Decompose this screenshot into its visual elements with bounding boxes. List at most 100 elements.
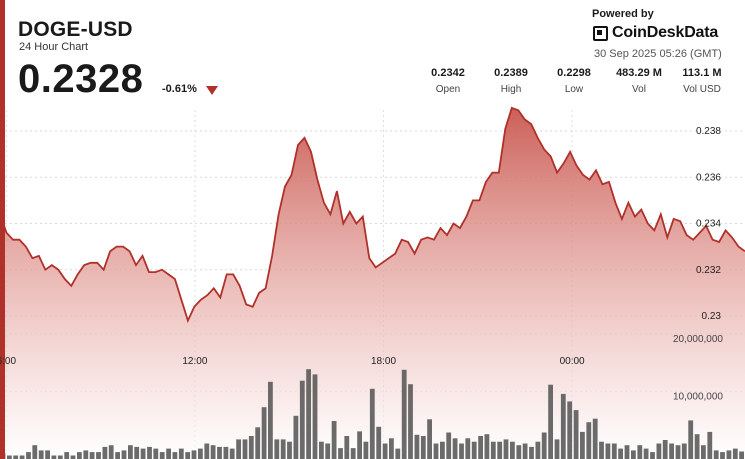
volume-tick-label: 20,000,000 [673,334,723,345]
stat-label: Vol USD [683,84,721,95]
volume-bar [599,441,604,459]
volume-bar [51,455,57,459]
volume-bar [128,445,133,459]
volume-bar [77,452,82,459]
down-arrow-icon [206,86,218,95]
volume-bar [198,448,203,459]
stat-value: 0.2389 [494,67,528,79]
y-tick-label: 0.23 [702,311,722,322]
volume-bar [325,443,331,459]
volume-bar [185,452,191,459]
volume-bar [675,445,681,459]
volume-bar [427,419,432,459]
x-tick-label: 12:00 [182,356,207,367]
volume-bar [338,448,343,459]
volume-bar [350,448,356,459]
volume-bar [707,431,713,459]
volume-bar [319,441,324,459]
volume-bar [178,448,184,459]
stat-vol: 483.29 M Vol [607,67,671,95]
volume-bar [720,452,725,459]
volume-bar [618,448,623,459]
volume-bar [478,436,483,459]
volume-bar [32,445,38,459]
volume-bar [45,450,50,459]
y-tick-label: 0.234 [696,219,721,230]
volume-bar [395,448,401,459]
volume-bar [147,446,152,459]
volume-bar [64,452,70,459]
volume-bar [299,380,305,459]
stat-label: Low [564,84,584,95]
volume-bar [662,440,668,459]
stat-value: 0.2342 [431,67,465,79]
volume-bar [694,434,700,459]
volume-bar [490,441,496,459]
volume-bar [631,450,636,459]
volume-bar [497,441,503,459]
volume-bar [414,434,420,459]
volume-bar [401,369,407,459]
price-change: -0.61% [162,83,197,95]
chart-subtitle: 24 Hour Chart [19,41,89,53]
stat-low: 0.2298 Low [542,67,606,95]
volume-bar [229,448,235,459]
stat-value: 483.29 M [616,67,662,79]
volume-bar [471,441,477,459]
volume-bar [732,448,738,459]
volume-bar [210,445,216,459]
x-tick-label: 00:00 [560,356,585,367]
stat-value: 113.1 M [682,67,722,79]
volume-bar [739,451,744,459]
volume-bar [115,452,120,459]
volume-bar [13,455,19,459]
volume-bar [89,452,95,459]
timestamp: 30 Sep 2025 05:26 (GMT) [594,48,722,60]
volume-bar [516,445,522,459]
volume-bar [586,422,592,459]
volume-bar [19,455,25,459]
volume-bar [57,455,63,459]
volume-bar [529,446,534,459]
volume-bars [0,369,744,459]
volume-bar [605,443,611,459]
volume-bar [567,401,573,459]
price-line [0,106,745,324]
stat-label: Open [435,84,461,95]
volume-bar [376,426,382,459]
price-area [0,107,745,459]
volume-bar [7,455,12,459]
volume-bar [452,438,458,459]
stat-value: 0.2298 [557,67,591,79]
volume-bar [293,415,299,459]
current-price: 0.2328 [18,57,144,101]
volume-bar [389,438,394,459]
powered-by-label: Powered by [592,8,654,20]
stat-label: Vol [632,84,646,95]
volume-tick-label: 10,000,000 [673,391,723,402]
coindesk-logo-icon [592,25,608,41]
volume-bar [261,407,267,459]
volume-bar [369,388,375,459]
volume-bar [83,450,89,459]
volume-bar [554,439,560,459]
volume-bar [204,443,210,459]
volume-bar [650,452,655,459]
volume-bar [726,450,732,459]
y-tick-label: 0.236 [696,172,721,183]
volume-bar [433,443,439,459]
volume-bar [580,431,585,459]
volume-bar [166,448,171,459]
volume-bar [223,446,229,459]
volume-bar [134,446,140,459]
stat-label: High [500,84,522,95]
volume-bar [408,384,413,459]
volume-bar [503,439,509,459]
volume-bar [344,436,350,459]
volume-bar [242,439,248,459]
volume-bar [236,439,241,459]
volume-bar [172,452,178,459]
volume-bar [382,443,388,459]
volume-bar [681,443,687,459]
